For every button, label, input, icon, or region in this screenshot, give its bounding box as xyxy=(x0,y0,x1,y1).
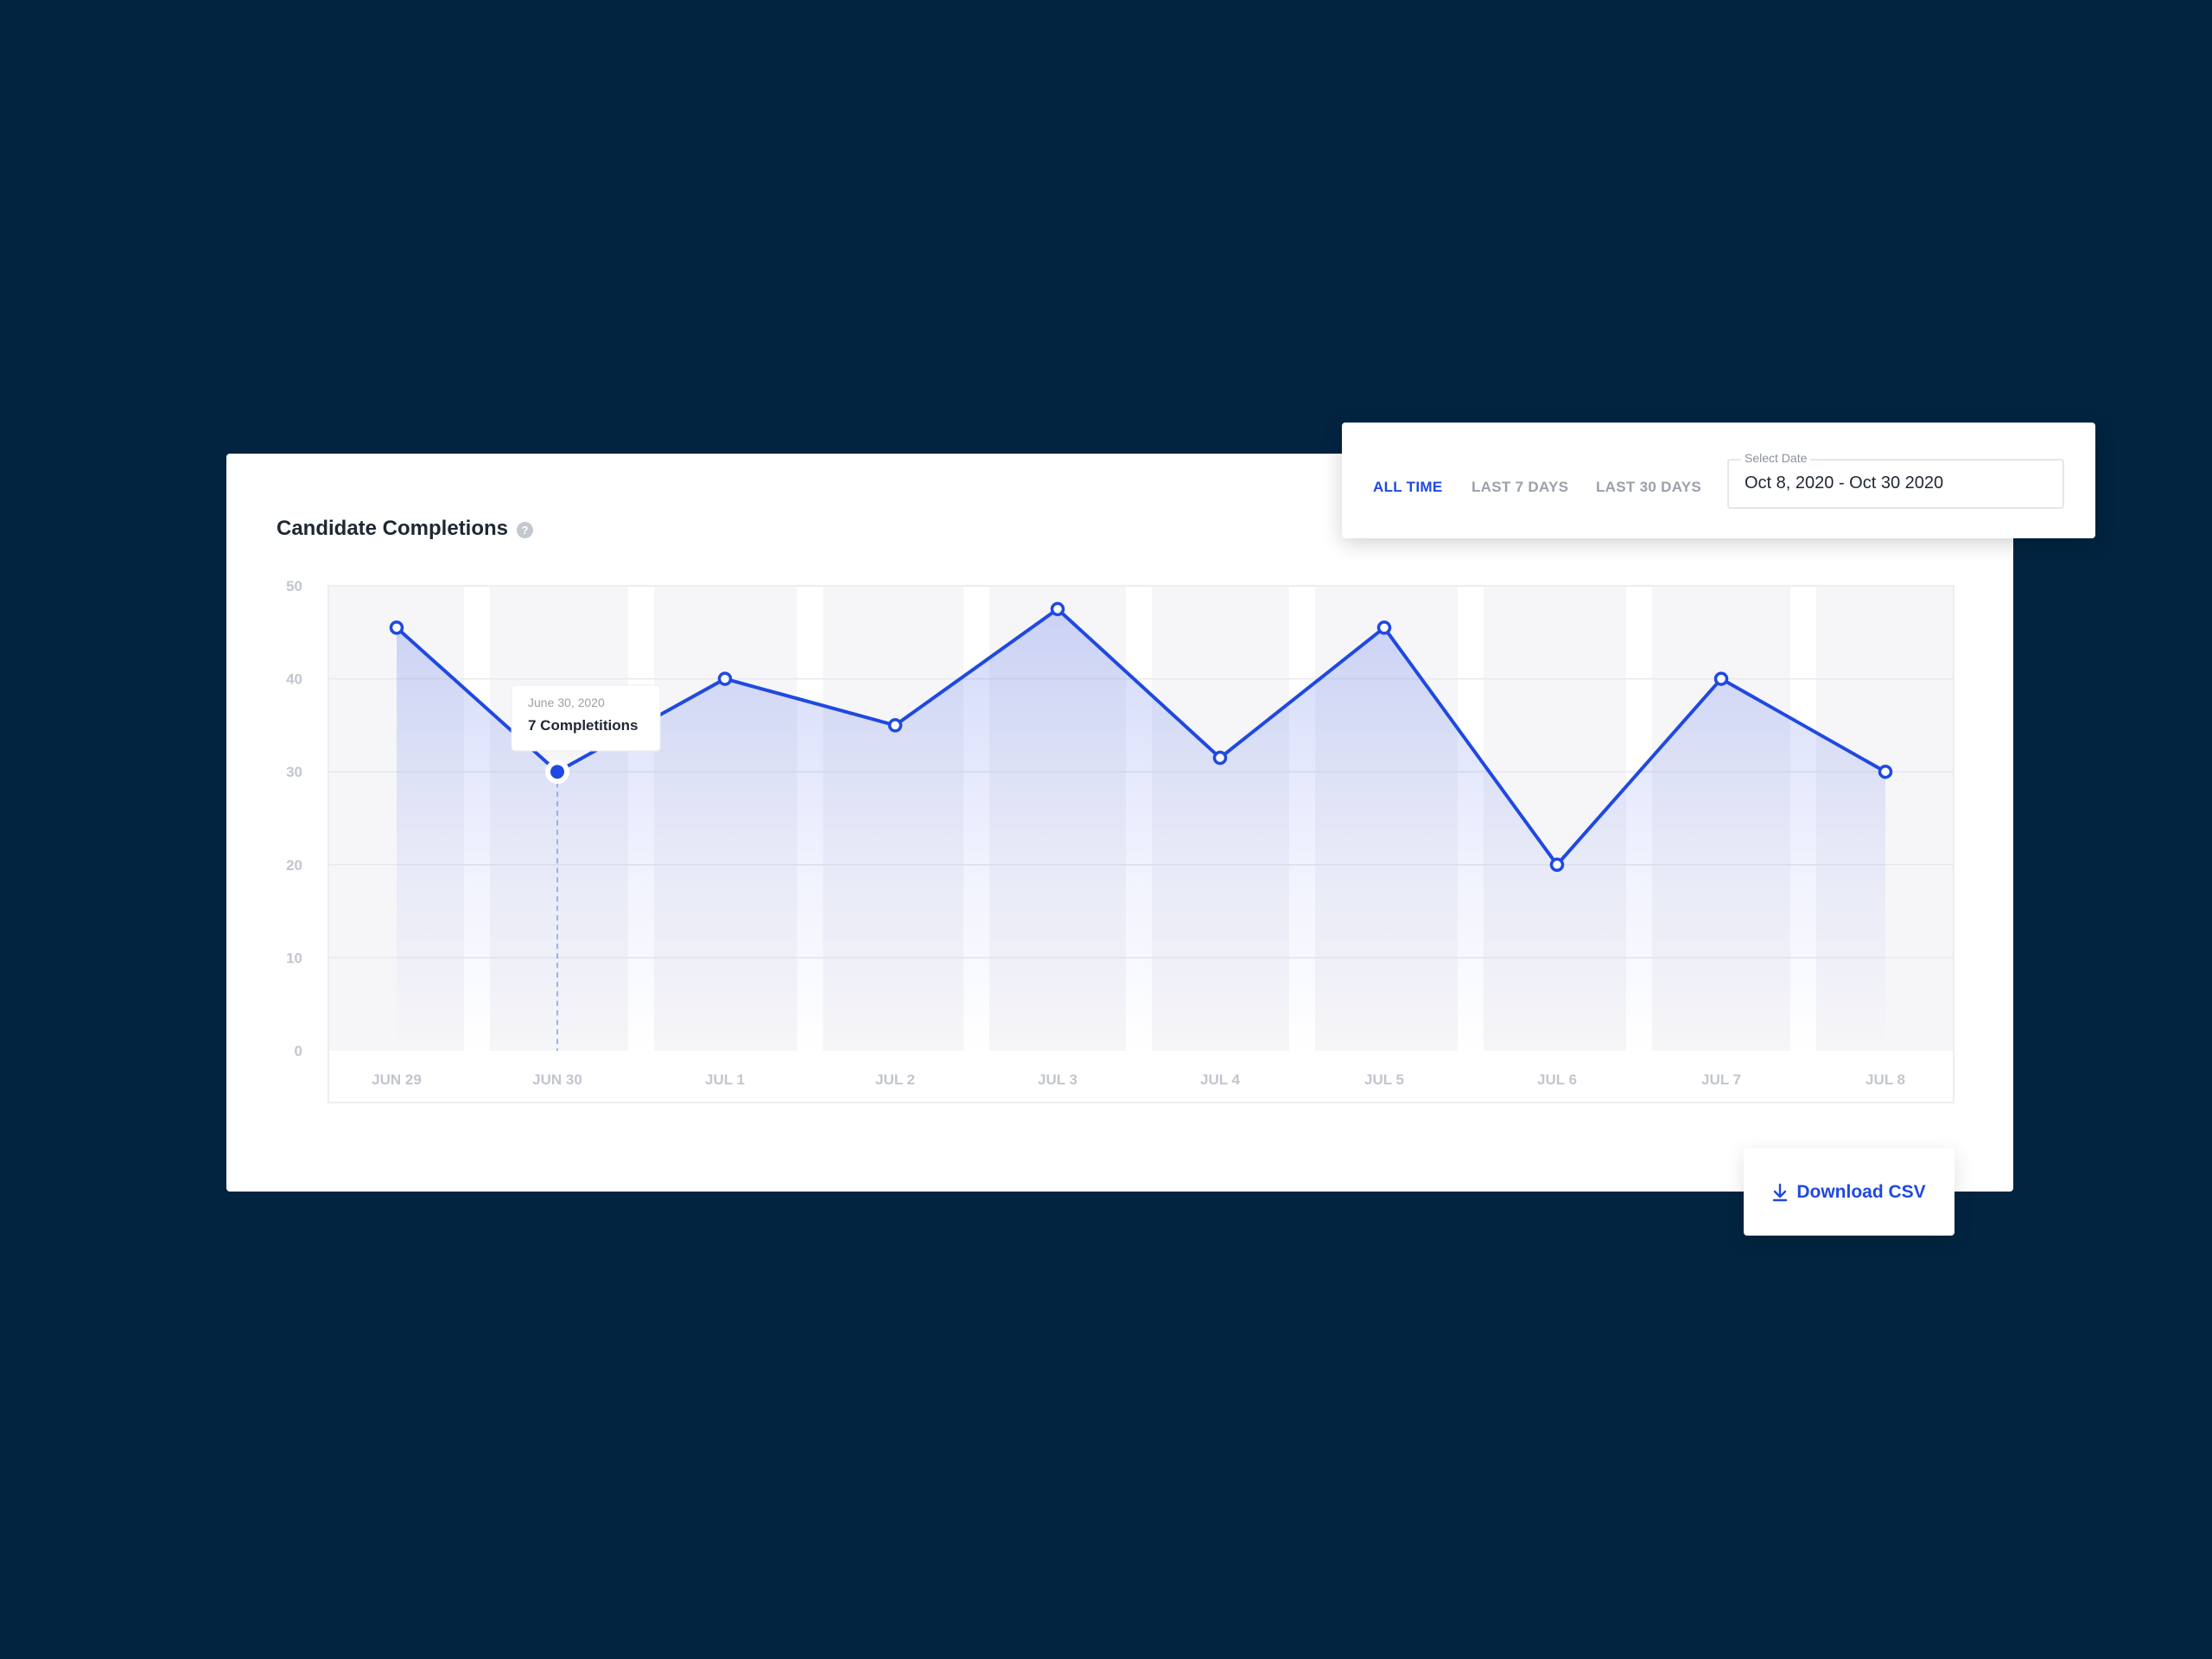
tooltip-value: 7 Completitions xyxy=(528,717,639,734)
x-tick-label: JUL 1 xyxy=(705,1071,745,1088)
x-tick-label: JUL 5 xyxy=(1364,1071,1404,1088)
x-tick-label: JUN 30 xyxy=(532,1071,582,1088)
x-tick-label: JUL 2 xyxy=(875,1071,915,1088)
y-tick-label: 40 xyxy=(286,671,302,688)
line-chart: 0 10 20 30 40 50 JUN 29 JUN 30 JUL 1 JUL 2 JUL 3 JU… xyxy=(286,578,1955,1103)
data-point xyxy=(1878,764,1893,779)
data-point xyxy=(1376,620,1392,635)
date-field-label: Select Date xyxy=(1741,451,1811,465)
x-tick-label: JUL 8 xyxy=(1866,1071,1905,1088)
date-filter-panel: ALL TIME LAST 7 DAYS LAST 30 DAYS Select… xyxy=(1342,423,2095,538)
y-tick-label: 0 xyxy=(295,1043,302,1059)
question-icon[interactable]: ? xyxy=(517,522,534,538)
card-title-row: Candidate Completions ? xyxy=(276,517,534,541)
tooltip-date: June 30, 2020 xyxy=(528,696,605,709)
y-tick-label: 50 xyxy=(286,578,302,594)
data-point xyxy=(717,671,733,686)
tab-last-30-days[interactable]: LAST 30 DAYS xyxy=(1596,479,1702,495)
x-tick-label: JUN 29 xyxy=(372,1071,422,1088)
x-tick-label: JUL 4 xyxy=(1200,1071,1241,1088)
y-tick-label: 10 xyxy=(286,950,302,966)
data-point xyxy=(1549,857,1565,873)
tooltip-box xyxy=(511,684,661,752)
chart-title: Candidate Completions xyxy=(276,517,509,540)
series-area xyxy=(397,608,1885,1051)
tab-all-time[interactable]: ALL TIME xyxy=(1373,479,1443,495)
download-csv-button[interactable]: Download CSV xyxy=(1744,1148,1955,1236)
download-csv-label: Download CSV xyxy=(1796,1181,1926,1202)
chart-card: Candidate Completions ? 0 10 20 30 40 50 JUN 2… xyxy=(226,454,2013,1192)
data-point xyxy=(1050,601,1065,617)
y-tick-label: 20 xyxy=(286,857,302,874)
highlighted-data-point xyxy=(550,765,564,779)
x-tick-label: JUL 6 xyxy=(1537,1071,1577,1088)
data-point xyxy=(389,620,404,635)
x-tick-label: JUL 7 xyxy=(1701,1071,1741,1088)
download-icon xyxy=(1772,1183,1788,1202)
data-point xyxy=(1212,750,1228,766)
tab-last-7-days[interactable]: LAST 7 DAYS xyxy=(1471,479,1569,495)
y-tick-label: 30 xyxy=(286,764,302,780)
date-range-value: Oct 8, 2020 - Oct 30 2020 xyxy=(1745,474,1944,493)
data-point xyxy=(887,718,903,733)
x-axis-strip xyxy=(329,1051,1953,1102)
x-tick-label: JUL 3 xyxy=(1038,1071,1077,1088)
data-point xyxy=(1713,671,1729,686)
date-range-field[interactable]: Select Date Oct 8, 2020 - Oct 30 2020 xyxy=(1727,451,2064,509)
